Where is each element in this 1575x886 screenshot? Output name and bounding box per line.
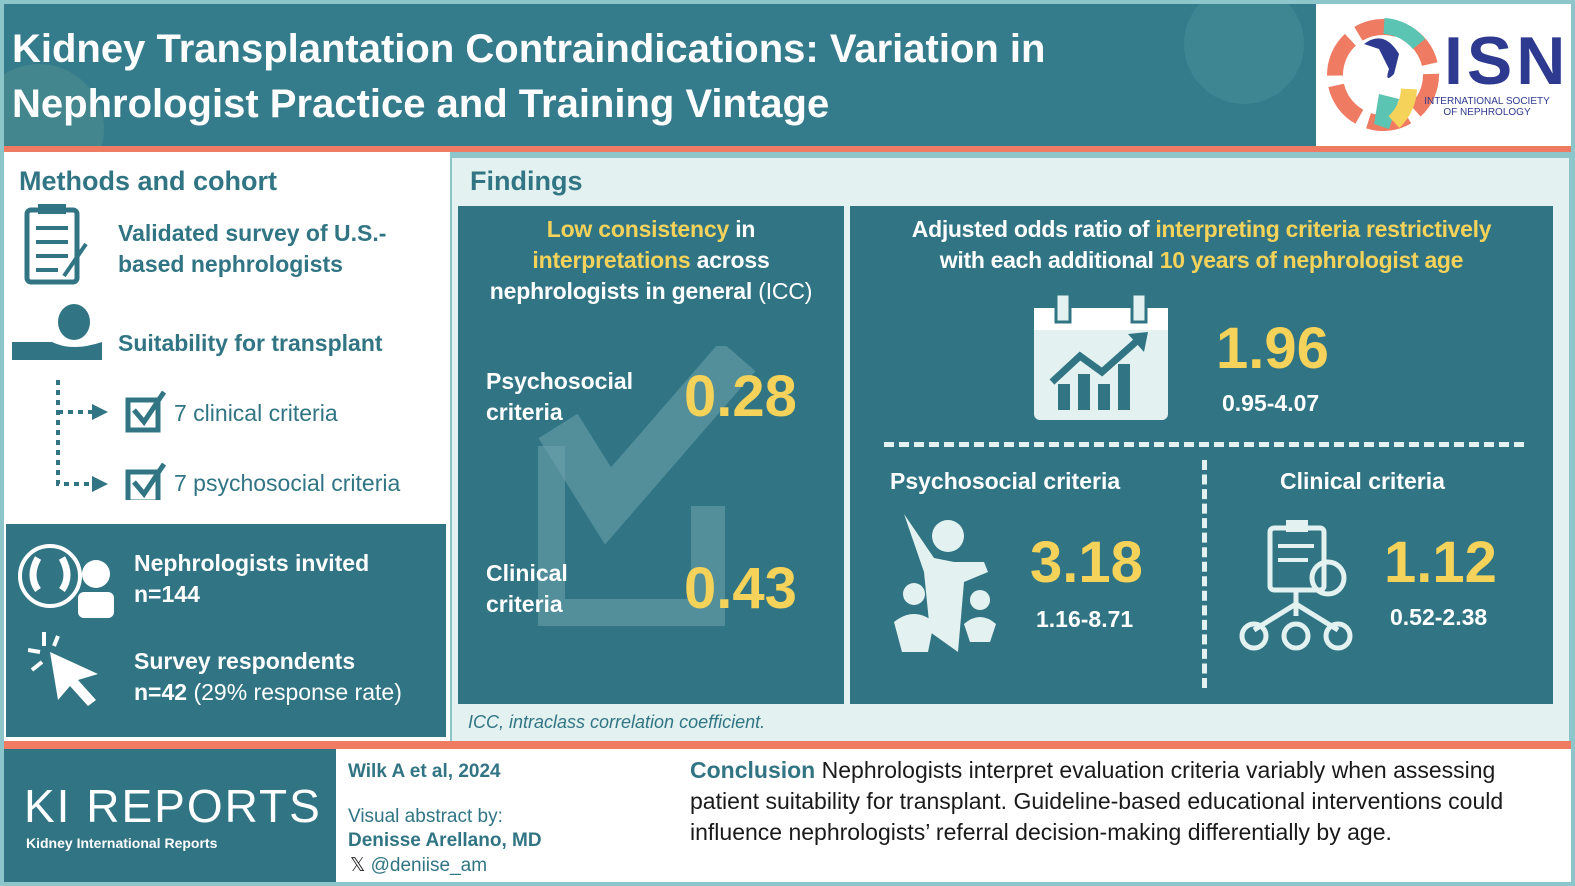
title-highlight: Low consistency <box>546 216 730 242</box>
hand-kidney-icon <box>12 304 102 360</box>
journal-subtitle: Kidney International Reports <box>26 835 218 851</box>
clin-or-value: 1.12 <box>1384 530 1497 595</box>
conclusion-text: Nephrologists interpret evaluation crite… <box>690 757 1504 845</box>
or-title: Adjusted odds ratio of interpreting crit… <box>850 214 1553 276</box>
logo-abbr: ISN <box>1444 23 1570 99</box>
citation: Wilk A et al, 2024 <box>348 761 501 782</box>
methods-heading: Methods and cohort <box>19 166 277 196</box>
title-highlight: interpretations <box>532 247 691 273</box>
kidney-doctor-icon <box>18 544 114 618</box>
psych-icc-label: Psychosocial criteria <box>486 366 633 428</box>
title-highlight: 10 years of nephrologist age <box>1159 247 1464 273</box>
isn-logo: ISN INTERNATIONAL SOCIETY OF NEPHROLOGY <box>1316 4 1571 146</box>
title-text: nephrologists in general <box>489 278 753 304</box>
footnote: ICC, intraclass correlation coefficient. <box>468 712 766 732</box>
page-title: Kidney Transplantation Contraindications… <box>12 27 1046 126</box>
respondents-n: n=42 <box>134 679 188 705</box>
ki-reports-logo: KI REPORTS Kidney International Reports <box>4 749 336 882</box>
isn-emblem-icon <box>1327 18 1439 131</box>
handle-text[interactable]: @deniise_am <box>370 855 488 876</box>
respondents: Survey respondents n=42 (29% response rat… <box>134 646 402 708</box>
footer: KI REPORTS Kidney International Reports … <box>4 749 1571 882</box>
title-text: with each additional <box>939 247 1160 273</box>
icc-box: Low consistency in interpretations across… <box>458 206 844 704</box>
dotted-arrows <box>56 380 167 500</box>
conclusion: Conclusion Nephrologists interpret evalu… <box>690 755 1560 848</box>
title-text: across <box>690 247 770 273</box>
header-banner: Kidney Transplantation Contraindications… <box>4 4 1316 146</box>
methods-panel: Methods and cohort Validated survey of U… <box>4 152 450 741</box>
conclusion-label: Conclusion <box>690 757 816 783</box>
psych-or-value: 3.18 <box>1030 530 1143 595</box>
journal-name: KI REPORTS <box>24 780 322 832</box>
clipboard-pills-icon <box>1239 520 1353 651</box>
label-line: Clinical <box>486 560 568 586</box>
clin-or-label: Clinical criteria <box>1280 468 1445 494</box>
clin-or-ci: 0.52-2.38 <box>1390 604 1488 630</box>
invited-n: n=144 <box>134 581 200 607</box>
findings-heading: Findings <box>470 166 583 196</box>
checkmark-watermark-icon <box>538 346 756 626</box>
clin-icc-label: Clinical criteria <box>486 558 568 620</box>
dashed-divider <box>884 442 1524 447</box>
cohort-box: Nephrologists invited n=144 Survey respon… <box>6 524 446 737</box>
psychosocial-criteria-text: 7 psychosocial criteria <box>174 470 401 496</box>
overall-or-ci: 0.95-4.07 <box>1222 390 1320 416</box>
invited: Nephrologists invited n=144 <box>134 548 369 610</box>
label-line: Psychosocial <box>486 368 634 394</box>
calendar-growth-icon <box>1034 294 1168 420</box>
psych-icc-value: 0.28 <box>684 364 797 429</box>
dashed-divider <box>1202 460 1207 688</box>
findings-panel: Findings Low consistency in interpretatio… <box>452 158 1569 741</box>
title-highlight: interpreting criteria restrictively <box>1155 216 1492 242</box>
label-line: criteria <box>486 591 563 617</box>
title-text: (ICC) <box>752 278 813 304</box>
psych-or-ci: 1.16-8.71 <box>1036 606 1134 632</box>
survey-clipboard-icon <box>24 204 88 285</box>
title-text: Adjusted odds ratio of <box>911 216 1156 242</box>
title-text: in <box>729 216 756 242</box>
overall-or-value: 1.96 <box>1216 316 1329 381</box>
logo-line: INTERNATIONAL SOCIETY <box>1424 96 1550 107</box>
psych-or-label: Psychosocial criteria <box>890 468 1121 494</box>
invited-label: Nephrologists invited <box>134 550 370 576</box>
respondents-label: Survey respondents <box>134 648 356 674</box>
icc-title: Low consistency in interpretations across… <box>458 214 844 307</box>
label-line: criteria <box>486 399 563 425</box>
response-rate: (29% response rate) <box>193 679 402 705</box>
logo-name: INTERNATIONAL SOCIETY OF NEPHROLOGY <box>1402 96 1572 118</box>
suitability-text: Suitability for transplant <box>118 330 383 356</box>
odds-ratio-box: Adjusted odds ratio of interpreting crit… <box>850 206 1553 704</box>
decoration <box>1184 4 1304 104</box>
cursor-click-icon <box>28 632 98 706</box>
visual-abstract-by: Visual abstract by: <box>348 806 503 827</box>
clin-icc-value: 0.43 <box>684 556 797 621</box>
logo-line: OF NEPHROLOGY <box>1443 107 1531 118</box>
divider <box>4 146 1571 152</box>
x-logo-icon: 𝕏 <box>350 855 366 876</box>
author: Denisse Arellano, MD <box>348 830 542 851</box>
family-people-icon <box>894 514 996 652</box>
clinical-criteria-text: 7 clinical criteria <box>174 400 338 426</box>
divider <box>4 741 1571 749</box>
survey-text: Validated survey of U.S.-based nephrolog… <box>118 220 387 277</box>
twitter-handle[interactable]: 𝕏 @deniise_am <box>350 855 487 877</box>
